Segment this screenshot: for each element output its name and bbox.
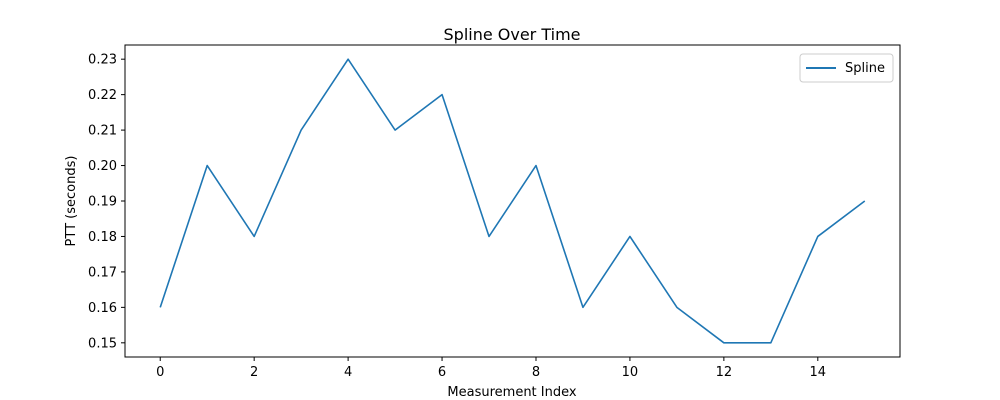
series-layer [159,58,866,344]
series-line-spline [159,58,866,344]
x-tick-label: 2 [250,365,258,380]
y-tick-label: 0.19 [88,195,117,210]
legend-box [799,53,894,83]
y-tick-label: 0.18 [88,230,117,245]
chart-title: Spline Over Time [444,25,581,44]
x-axis-label: Measurement Index [447,385,576,400]
x-axis-ticks: 0 2 4 6 8 10 12 14 [156,357,826,380]
x-tick-label: 8 [532,365,540,380]
y-tick-label: 0.15 [88,336,117,351]
x-tick-label: 4 [344,365,352,380]
legend-label-spline: Spline [845,61,885,76]
x-tick-label: 10 [622,365,639,380]
legend: Spline [799,53,894,83]
x-tick-label: 12 [716,365,733,380]
x-tick-label: 0 [156,365,164,380]
x-tick-label: 6 [438,365,446,380]
y-tick-label: 0.16 [88,301,117,316]
y-tick-label: 0.17 [88,265,117,280]
x-tick-label: 14 [810,365,827,380]
y-axis-ticks: 0.15 0.16 0.17 0.18 0.19 0.20 0.21 0.22 0.23 [88,53,125,351]
y-tick-label: 0.20 [88,159,117,174]
plot-area: 0 2 4 6 8 10 12 14 0.15 0.16 0.17 0.18 0.19 0.20 0.21… [88,44,901,380]
y-tick-label: 0.23 [88,53,117,68]
y-tick-label: 0.21 [88,124,117,139]
y-axis-label: PTT (seconds) [64,156,79,247]
y-tick-label: 0.22 [88,88,117,103]
